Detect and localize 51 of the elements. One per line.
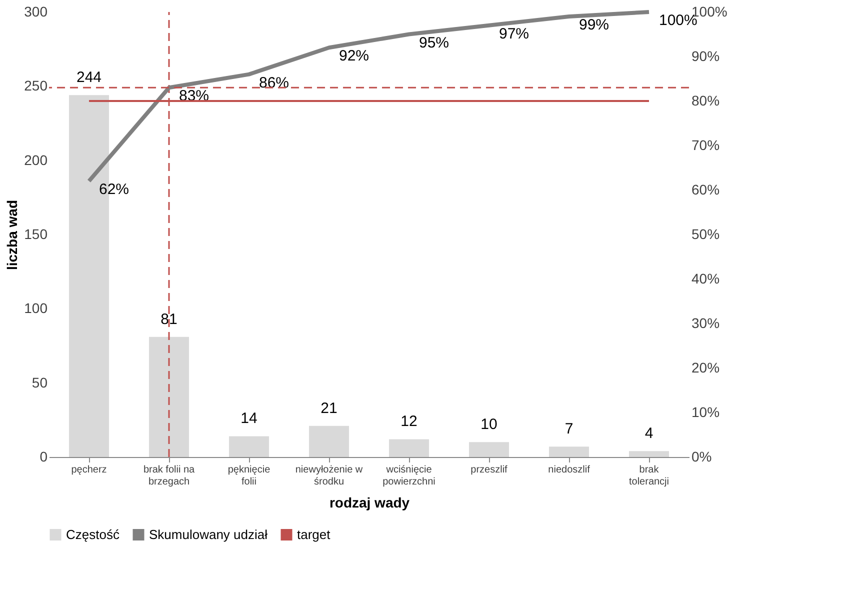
y-tick-label: 200 xyxy=(24,152,48,168)
data-label: 81 xyxy=(160,310,178,328)
data-label: 7 xyxy=(564,420,574,438)
y2-tick-label: 10% xyxy=(692,404,720,420)
y2-tick-label: 80% xyxy=(692,92,720,108)
bar xyxy=(629,451,669,457)
x-tick-label: wciśnięcie powierzchni xyxy=(382,464,436,488)
data-label: 97% xyxy=(499,25,530,42)
y-tick-label: 250 xyxy=(24,78,48,94)
bar xyxy=(149,336,189,457)
data-label: 95% xyxy=(419,34,450,52)
x-tick-label: niewyłożenie w środku xyxy=(295,464,364,488)
bar xyxy=(389,439,429,457)
x-tick-label: brak folii na brzegach xyxy=(143,464,196,488)
data-label: 14 xyxy=(240,410,258,428)
y-tick-label: 0 xyxy=(40,448,48,464)
y2-tick-label: 50% xyxy=(692,226,720,242)
data-label: 10 xyxy=(480,416,498,434)
bar xyxy=(469,442,509,457)
legend-label: target xyxy=(297,526,331,542)
x-tick-label: pęcherz xyxy=(71,464,107,476)
legend-label: Częstość xyxy=(66,526,120,542)
y-tick-label: 100 xyxy=(24,300,48,316)
data-label: 244 xyxy=(76,69,102,86)
x-tick-label: przeszlif xyxy=(470,464,508,476)
data-label: 92% xyxy=(339,48,370,65)
data-label: 86% xyxy=(259,74,290,92)
y2-tick-label: 60% xyxy=(692,182,720,198)
y-axis-title: liczba wad xyxy=(4,200,20,270)
y2-tick-label: 0% xyxy=(692,448,712,464)
x-tick-label: niedoszlif xyxy=(548,464,590,476)
legend-label: Skumulowany udział xyxy=(149,526,268,542)
y-tick-label: 300 xyxy=(24,4,48,20)
y-tick-label: 150 xyxy=(24,226,48,242)
data-label: 99% xyxy=(579,16,610,34)
y2-tick-label: 40% xyxy=(692,270,720,286)
data-label: 12 xyxy=(400,413,418,430)
bar xyxy=(549,446,589,457)
bar xyxy=(309,426,349,457)
y2-tick-label: 70% xyxy=(692,137,720,153)
y2-tick-label: 30% xyxy=(692,315,720,331)
y2-tick-label: 20% xyxy=(692,360,720,376)
data-label: 62% xyxy=(99,181,130,198)
data-label: 21 xyxy=(320,400,338,417)
x-axis-title: rodzaj wady xyxy=(329,494,410,510)
bar xyxy=(229,436,269,457)
y-tick-label: 50 xyxy=(32,374,48,390)
x-tick-label: pęknięcie folii xyxy=(228,464,271,488)
x-tick-label: brak tolerancji xyxy=(628,464,670,488)
y2-tick-label: 90% xyxy=(692,48,720,64)
data-label: 4 xyxy=(644,425,654,442)
